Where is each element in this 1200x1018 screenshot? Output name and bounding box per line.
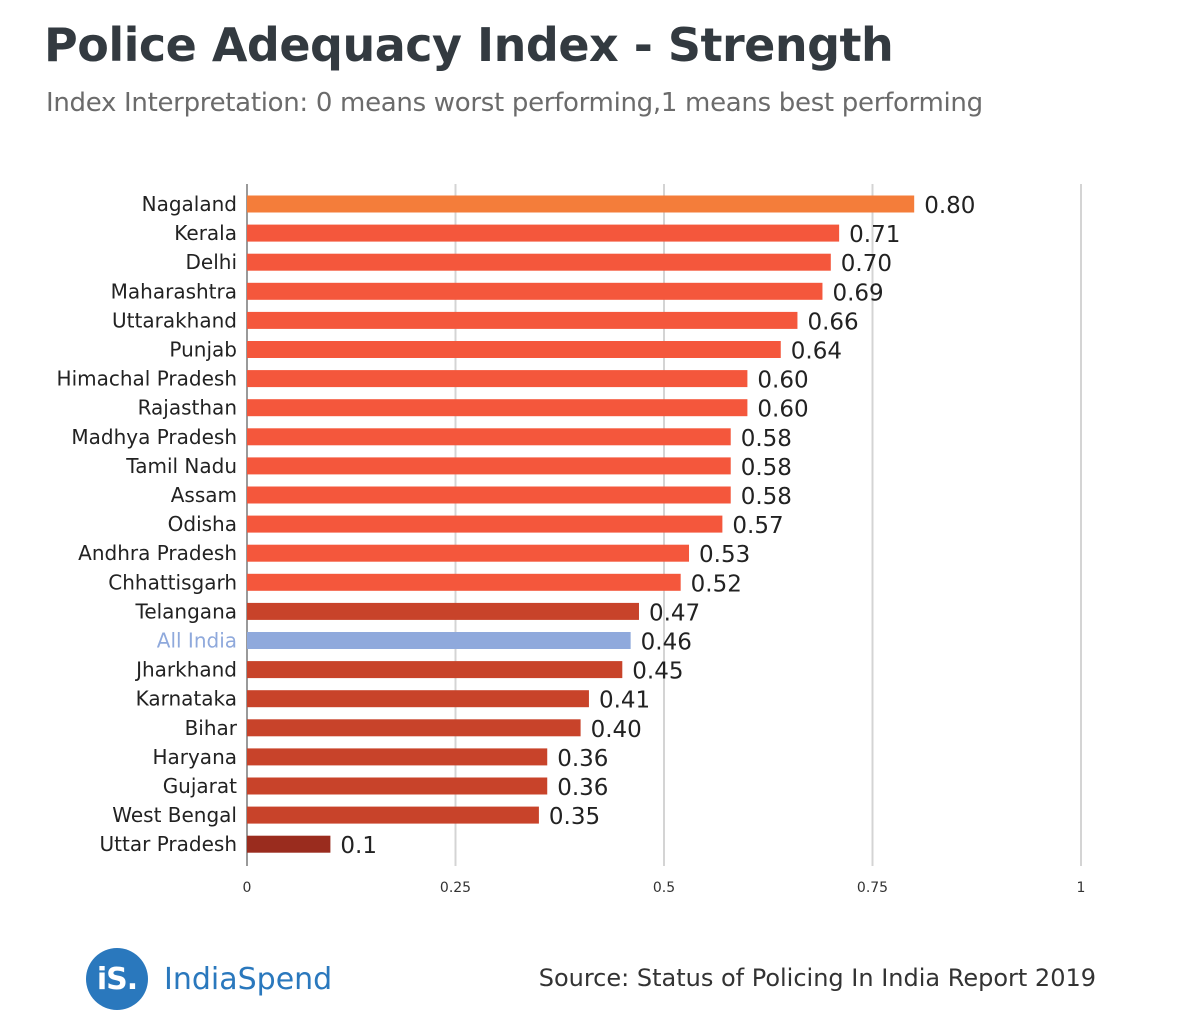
- category-label: Tamil Nadu: [125, 454, 237, 478]
- bar: [247, 195, 915, 213]
- category-label: Uttarakhand: [112, 308, 237, 332]
- brand-name: IndiaSpend: [164, 962, 333, 997]
- bar: [247, 748, 548, 766]
- category-label: Punjab: [169, 338, 237, 362]
- category-label: Bihar: [185, 716, 238, 740]
- indiaspend-logo-icon: iS.: [86, 948, 148, 1010]
- value-label: 0.1: [340, 833, 377, 859]
- value-label: 0.58: [741, 484, 792, 510]
- category-label: Himachal Pradesh: [57, 367, 237, 391]
- value-label: 0.80: [924, 193, 975, 219]
- footer: iS. IndiaSpend Source: Status of Policin…: [0, 940, 1200, 1010]
- category-label: Haryana: [152, 745, 237, 769]
- bar: [247, 282, 823, 300]
- value-label: 0.58: [741, 426, 792, 452]
- bar: [247, 835, 331, 853]
- value-label: 0.64: [791, 339, 842, 365]
- value-label: 0.58: [741, 455, 792, 481]
- value-label: 0.35: [549, 804, 600, 830]
- category-label: Nagaland: [142, 192, 237, 216]
- value-label: 0.45: [632, 659, 683, 685]
- bar: [247, 370, 748, 388]
- category-label: Gujarat: [163, 774, 237, 798]
- category-label: Chhattisgarh: [108, 570, 237, 594]
- category-label: Karnataka: [136, 687, 237, 711]
- category-label: Uttar Pradesh: [100, 832, 237, 856]
- category-label: Odisha: [168, 512, 237, 536]
- bar: [247, 457, 731, 475]
- bar: [247, 224, 840, 242]
- source-note: Source: Status of Policing In India Repo…: [538, 964, 1096, 992]
- value-label: 0.60: [757, 397, 808, 423]
- bar: [247, 544, 690, 562]
- value-label: 0.36: [557, 746, 608, 772]
- bar: [247, 602, 639, 620]
- category-label: Andhra Pradesh: [78, 541, 237, 565]
- bar: [247, 428, 731, 446]
- category-label: Assam: [171, 483, 237, 507]
- category-label: Delhi: [186, 250, 238, 274]
- chart-subtitle: Index Interpretation: 0 means worst perf…: [46, 88, 983, 118]
- bar: [247, 486, 731, 504]
- value-label: 0.36: [557, 775, 608, 801]
- bar-highlight: [247, 632, 631, 649]
- bar: [247, 690, 589, 708]
- bar: [247, 341, 781, 358]
- value-label: 0.57: [732, 513, 783, 539]
- value-label: 0.47: [649, 600, 700, 626]
- category-label: Kerala: [174, 221, 237, 245]
- category-label: Maharashtra: [111, 279, 237, 303]
- value-label: 0.53: [699, 542, 750, 568]
- bar: [247, 806, 539, 824]
- value-label: 0.46: [641, 630, 692, 656]
- category-label: All India: [157, 629, 237, 653]
- value-label: 0.70: [841, 251, 892, 277]
- bar: [247, 515, 723, 533]
- x-tick-label: 0: [243, 880, 252, 896]
- bar: [247, 399, 748, 417]
- value-label: 0.40: [591, 717, 642, 743]
- x-tick-label: 0.5: [653, 880, 675, 896]
- bar: [247, 661, 623, 679]
- value-label: 0.66: [807, 309, 858, 335]
- category-label: West Bengal: [112, 803, 237, 827]
- value-label: 0.69: [832, 280, 883, 306]
- value-label: 0.41: [599, 688, 650, 714]
- bar: [247, 311, 798, 329]
- bar: [247, 253, 831, 271]
- category-label: Rajasthan: [138, 396, 237, 420]
- category-label: Madhya Pradesh: [71, 425, 237, 449]
- x-tick-label: 0.75: [857, 880, 888, 896]
- value-label: 0.60: [757, 368, 808, 394]
- bar: [247, 777, 548, 795]
- bar-chart: 0 0.25 0.5 0.75 1 Nagaland 0.80 Kerala 0.71 Delhi…: [57, 184, 1086, 896]
- value-label: 0.71: [849, 222, 900, 248]
- category-label: Jharkhand: [134, 658, 237, 682]
- chart-title: Police Adequacy Index - Strength: [44, 18, 894, 72]
- bar: [247, 573, 681, 591]
- x-tick-label: 1: [1077, 880, 1086, 896]
- category-label: Telangana: [135, 599, 238, 623]
- x-tick-label: 0.25: [440, 880, 471, 896]
- bar: [247, 719, 581, 737]
- value-label: 0.52: [691, 571, 742, 597]
